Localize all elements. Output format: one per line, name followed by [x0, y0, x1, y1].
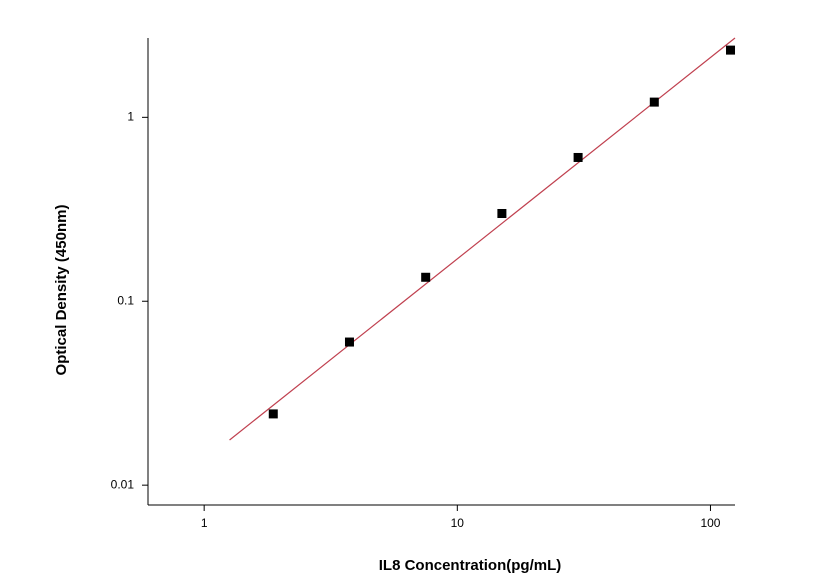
y-axis-title: Optical Density (450nm) [53, 205, 70, 376]
y-tick-label: 0.1 [117, 293, 134, 307]
data-point [497, 208, 507, 218]
x-axis-title: IL8 Concentration(pg/mL) [379, 557, 562, 574]
y-tick-label: 0.01 [111, 477, 135, 491]
data-point [268, 409, 278, 419]
data-point [344, 337, 354, 347]
data-point [726, 45, 736, 55]
x-tick-label: 10 [451, 516, 465, 530]
x-tick-label: 100 [700, 516, 720, 530]
data-point [649, 97, 659, 107]
data-point [421, 272, 431, 282]
fit-line [229, 37, 736, 441]
x-tick-label: 1 [201, 516, 208, 530]
data-point [573, 152, 583, 162]
y-tick-label: 1 [127, 110, 134, 124]
